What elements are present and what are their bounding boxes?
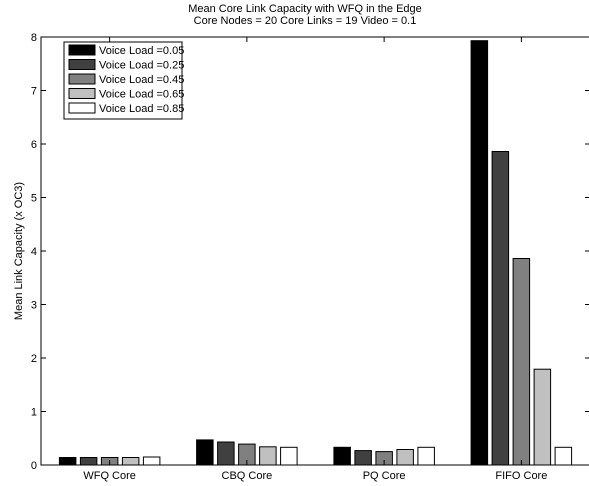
x-tick-label: PQ Core [363, 470, 406, 482]
bar-2-4 [417, 446, 435, 466]
x-tick-label: CBQ Core [222, 470, 273, 482]
legend: Voice Load =0.05 Voice Load =0.25 Voice Lo… [63, 41, 184, 120]
bar-3-1 [491, 151, 510, 466]
bar-2-0 [333, 446, 351, 466]
legend-label-2: Voice Load =0.45 [99, 74, 184, 86]
legend-label-1: Voice Load =0.25 [99, 60, 184, 72]
y-tick-label: 4 [31, 246, 37, 258]
x-axis-ticks: WFQ Core CBQ Core PQ Core FIFO Core [83, 37, 547, 482]
bar-3-2 [512, 258, 531, 466]
bar-1-4 [280, 446, 298, 466]
y-tick-label: 6 [31, 139, 37, 151]
y-tick-label: 0 [31, 460, 37, 472]
bar-2-1 [354, 450, 372, 466]
y-axis-ticks: 0 1 2 3 4 5 6 7 8 [31, 32, 589, 472]
y-tick-label: 1 [31, 407, 37, 419]
bar-2-3 [396, 449, 414, 466]
y-tick-label: 5 [31, 193, 37, 205]
legend-swatch-3 [68, 88, 96, 99]
bar-0-4 [142, 456, 161, 466]
chart-title: Mean Core Link Capacity with WFQ in the … [188, 3, 422, 15]
legend-swatch-4 [68, 102, 96, 114]
bar-3-0 [470, 40, 489, 466]
legend-label-4: Voice Load =0.85 [99, 103, 184, 115]
bar-1-0 [196, 439, 214, 466]
x-tick-label: WFQ Core [83, 470, 136, 482]
legend-swatch-1 [68, 59, 96, 70]
bar-0-0 [58, 457, 77, 466]
bar-1-1 [217, 441, 235, 466]
legend-label-0: Voice Load =0.05 [99, 45, 184, 57]
chart-subtitle: Core Nodes = 20 Core Links = 19 Video = … [194, 15, 417, 27]
y-tick-label: 7 [31, 86, 37, 98]
bars-group [58, 40, 573, 466]
bar-0-3 [121, 457, 140, 466]
legend-swatch-2 [68, 73, 96, 85]
bar-3-3 [533, 368, 552, 466]
y-tick-label: 3 [31, 300, 37, 312]
x-tick-label: FIFO Core [495, 470, 547, 482]
y-tick-label: 8 [31, 32, 37, 44]
legend-swatch-0 [68, 44, 96, 56]
bar-0-1 [79, 457, 98, 466]
y-axis-label: Mean Link Capacity (x OC3) [13, 182, 25, 320]
legend-label-3: Voice Load =0.65 [99, 89, 184, 101]
bar-1-3 [259, 446, 277, 466]
bar-3-4 [554, 446, 573, 466]
y-tick-label: 2 [31, 353, 37, 365]
